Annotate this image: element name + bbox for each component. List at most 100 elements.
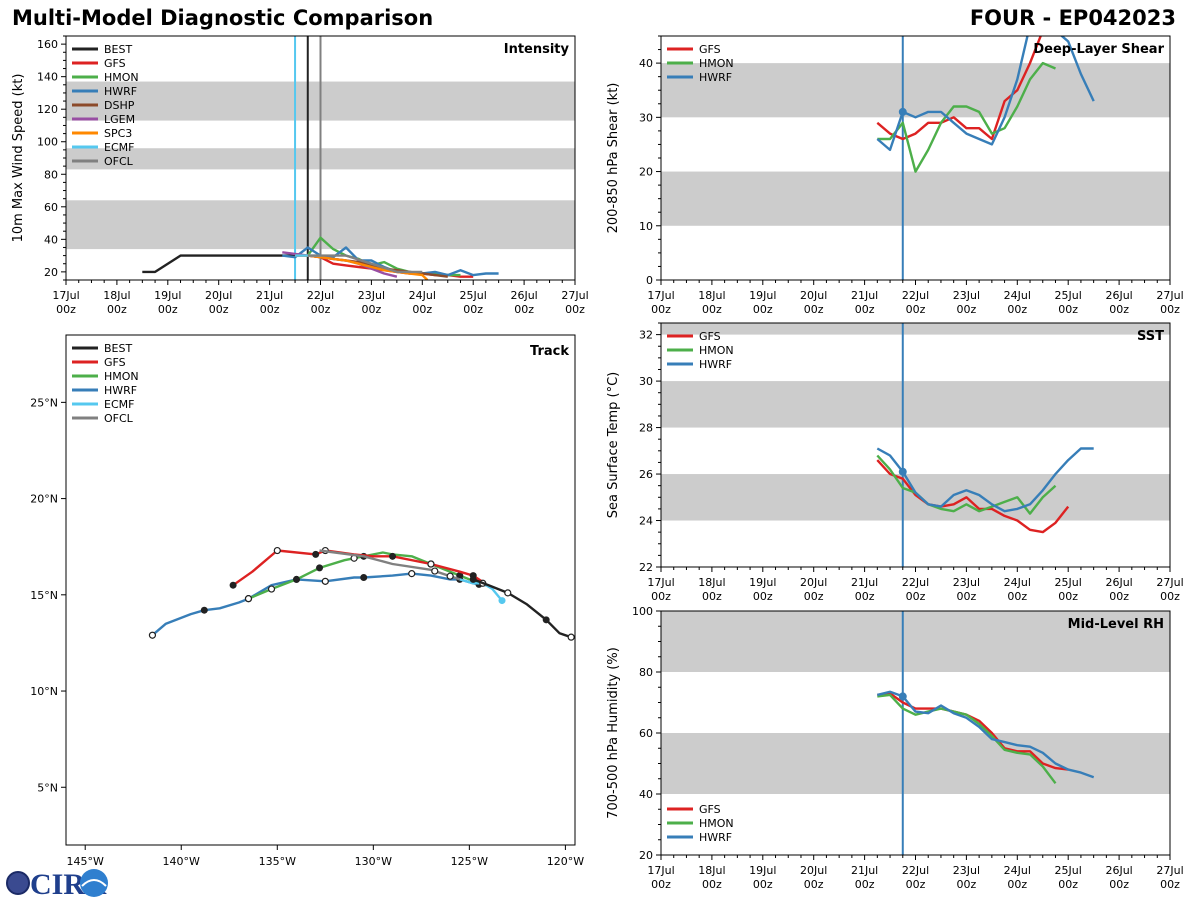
- sst-xtick-label-hour: 00z: [702, 590, 722, 603]
- rh-ytick-label: 40: [639, 788, 653, 801]
- rh-xtick-label-hour: 00z: [1058, 878, 1078, 891]
- intensity-legend-label-ofcl: OFCL: [104, 155, 134, 168]
- sst-legend-label-gfs: GFS: [699, 330, 721, 343]
- sst-analysis-point: [898, 467, 907, 476]
- shear-xtick-label: 18Jul: [698, 289, 725, 302]
- intensity-ytick-label: 20: [44, 266, 58, 279]
- intensity-xtick-label: 26Jul: [510, 289, 537, 302]
- rh-analysis-point: [898, 692, 907, 701]
- track-ytick-label: 20°N: [30, 493, 58, 506]
- shear-plot-area: [876, 36, 1095, 280]
- track-plot-area: [148, 546, 575, 641]
- intensity-xtick-label: 27Jul: [561, 289, 588, 302]
- track-title: Track: [530, 344, 569, 359]
- shear-xtick-label-hour: 00z: [957, 303, 977, 316]
- sst-xtick-label-hour: 00z: [753, 590, 773, 603]
- rh-xtick-label: 20Jul: [800, 864, 827, 877]
- sst-xtick-label: 17Jul: [647, 576, 674, 589]
- intensity-xtick-label-hour: 00z: [158, 303, 178, 316]
- rh-band-0: [661, 733, 1170, 794]
- sst-xtick-label: 18Jul: [698, 576, 725, 589]
- intensity-xtick-label-hour: 00z: [107, 303, 127, 316]
- intensity-legend-label-lgem: LGEM: [104, 113, 135, 126]
- track-point-open-hmon: [244, 595, 253, 603]
- sst-ytick-label: 22: [639, 561, 653, 574]
- intensity-xtick-label: 18Jul: [103, 289, 130, 302]
- shear-xtick-label: 24Jul: [1004, 289, 1031, 302]
- intensity-ylabel: 10m Max Wind Speed (kt): [11, 74, 26, 243]
- intensity-legend-label-ecmf: ECMF: [104, 141, 134, 154]
- track-point-open-ofcl: [446, 572, 454, 580]
- track-point-open-gfs: [273, 546, 281, 555]
- rh-xtick-label-hour: 00z: [906, 878, 926, 891]
- rh-xtick-label-hour: 00z: [855, 878, 875, 891]
- rh-ytick-label: 100: [632, 605, 653, 618]
- intensity-xtick-label: 20Jul: [205, 289, 232, 302]
- shear-frame: [660, 35, 1171, 281]
- shear-legend-label-gfs: GFS: [699, 43, 721, 56]
- sst-band-1: [661, 381, 1170, 428]
- shear-xtick-label: 27Jul: [1156, 289, 1183, 302]
- track-point-open-best: [504, 589, 512, 597]
- sst-series-hwrf: [876, 447, 1094, 513]
- shear-xtick-label-hour: 00z: [753, 303, 773, 316]
- rh-panel: 17Jul00z18Jul00z19Jul00z20Jul00z21Jul00z…: [606, 605, 1184, 891]
- rh-legend-label-gfs: GFS: [699, 803, 721, 816]
- shear-xtick-label-hour: 00z: [1007, 303, 1027, 316]
- sst-ytick-label: 24: [639, 515, 653, 528]
- figure-title: Multi-Model Diagnostic Comparison: [12, 6, 434, 30]
- shear-xtick-label: 19Jul: [749, 289, 776, 302]
- intensity-xtick-label-hour: 00z: [565, 303, 585, 316]
- shear-series-hmon: [877, 61, 1056, 173]
- intensity-ytick-label: 140: [37, 71, 58, 84]
- rh-xtick-label-hour: 00z: [753, 878, 773, 891]
- intensity-xtick-label: 19Jul: [154, 289, 181, 302]
- intensity-series-spc3: [295, 254, 429, 280]
- rh-xtick-label: 18Jul: [698, 864, 725, 877]
- sst-xtick-label-hour: 00z: [1058, 590, 1078, 603]
- track-legend-label-hmon: HMON: [104, 370, 139, 383]
- rh-xtick-label-hour: 00z: [702, 878, 722, 891]
- shear-panel: 17Jul00z18Jul00z19Jul00z20Jul00z21Jul00z…: [606, 35, 1184, 316]
- intensity-frame: [65, 35, 576, 281]
- track-series-ofcl: [319, 549, 461, 581]
- shear-title: Deep-Layer Shear: [1033, 42, 1164, 57]
- track-point-filled-gfs: [229, 581, 237, 589]
- rh-xtick-label: 23Jul: [953, 864, 980, 877]
- shear-xtick-label: 21Jul: [851, 289, 878, 302]
- intensity-plot-area: [142, 36, 499, 280]
- sst-xtick-label-hour: 00z: [651, 590, 671, 603]
- intensity-xtick-label: 24Jul: [409, 289, 436, 302]
- intensity-xtick-label: 25Jul: [460, 289, 487, 302]
- track-point-filled-best: [542, 616, 550, 624]
- shear-xtick-label: 17Jul: [647, 289, 674, 302]
- sst-ylabel: Sea Surface Temp (°C): [606, 372, 621, 519]
- shear-xtick-label: 20Jul: [800, 289, 827, 302]
- rh-xtick-label: 26Jul: [1105, 864, 1132, 877]
- intensity-series-ofcl: [307, 254, 423, 274]
- rh-xtick-label: 21Jul: [851, 864, 878, 877]
- shear-series-hwrf: [876, 36, 1095, 152]
- rh-title: Mid-Level RH: [1068, 617, 1164, 632]
- intensity-xtick-label-hour: 00z: [463, 303, 483, 316]
- track-point-filled-hmon: [456, 572, 464, 580]
- rh-xtick-label-hour: 00z: [804, 878, 824, 891]
- shear-xtick-label-hour: 00z: [855, 303, 875, 316]
- track-panel: 145°W 140°W 135°W 130°W 125°W 120°W 5°N 10°N 15°…: [30, 334, 584, 868]
- track-legend-label-gfs: GFS: [104, 356, 126, 369]
- track-point-open-hwrf: [148, 631, 157, 639]
- sst-ytick-label: 30: [639, 375, 653, 388]
- track-point-open-hmon: [267, 585, 276, 593]
- shear-ytick-label: 0: [646, 274, 653, 287]
- shear-xtick-label: 23Jul: [953, 289, 980, 302]
- sst-xtick-label: 22Jul: [902, 576, 929, 589]
- track-point-filled-hwrf: [360, 573, 368, 581]
- intensity-title: Intensity: [504, 42, 570, 57]
- intensity-series-best: [142, 254, 308, 274]
- rh-xtick-label-hour: 00z: [1109, 878, 1129, 891]
- intensity-panel: 17Jul00z18Jul00z19Jul00z20Jul00z21Jul00z…: [11, 35, 589, 316]
- track-frame: [65, 334, 576, 846]
- sst-series-gfs: [876, 459, 1070, 534]
